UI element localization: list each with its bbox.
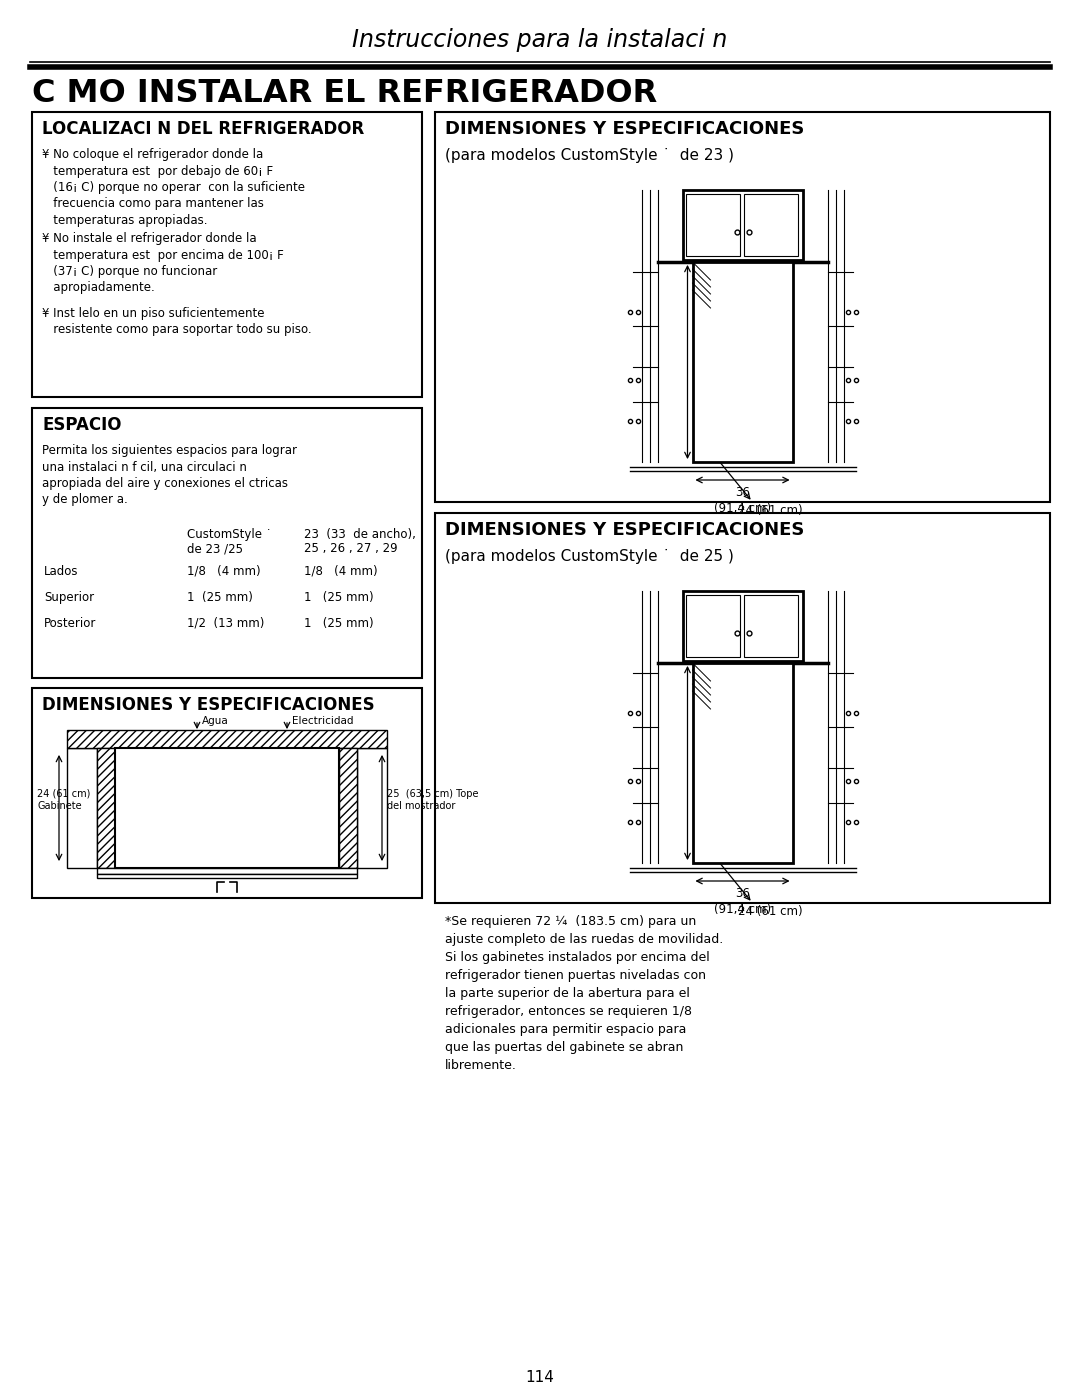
Text: 1   (25 mm): 1 (25 mm) bbox=[303, 617, 374, 630]
Bar bbox=[97, 747, 114, 868]
Bar bbox=[686, 595, 740, 657]
Text: Superior: Superior bbox=[44, 591, 94, 604]
Bar bbox=[743, 194, 797, 256]
Bar bbox=[683, 190, 802, 260]
Text: (para modelos CustomStyle ˙  de 23 ): (para modelos CustomStyle ˙ de 23 ) bbox=[445, 148, 734, 163]
Text: DIMENSIONES Y ESPECIFICACIONES: DIMENSIONES Y ESPECIFICACIONES bbox=[445, 521, 805, 539]
Text: 1   (25 mm): 1 (25 mm) bbox=[303, 591, 374, 604]
Text: *Se requieren 72 ¼  (183.5 cm) para un
ajuste completo de las ruedas de movilida: *Se requieren 72 ¼ (183.5 cm) para un aj… bbox=[445, 915, 724, 1071]
Bar bbox=[692, 664, 793, 863]
Text: Instrucciones para la instalaci n: Instrucciones para la instalaci n bbox=[352, 28, 728, 52]
Bar bbox=[435, 513, 1050, 902]
Text: 1/8   (4 mm): 1/8 (4 mm) bbox=[187, 564, 260, 578]
Text: de 23 /25: de 23 /25 bbox=[187, 542, 243, 555]
Bar bbox=[32, 408, 422, 678]
Bar bbox=[692, 263, 793, 462]
Text: Posterior: Posterior bbox=[44, 617, 96, 630]
Text: ¥ No coloque el refrigerador donde la
   temperatura est  por debajo de 60¡ F
  : ¥ No coloque el refrigerador donde la te… bbox=[42, 148, 305, 226]
Bar bbox=[357, 747, 387, 868]
Text: Lados: Lados bbox=[44, 564, 79, 578]
Text: 24 (61 cm): 24 (61 cm) bbox=[738, 905, 802, 918]
Text: Electricidad: Electricidad bbox=[292, 717, 353, 726]
Bar bbox=[97, 868, 357, 875]
Bar bbox=[339, 747, 357, 868]
Text: Permita los siguientes espacios para lograr
una instalaci n f cil, una circulaci: Permita los siguientes espacios para log… bbox=[42, 444, 297, 507]
Text: 36
(91,4 cm): 36 (91,4 cm) bbox=[714, 486, 771, 515]
Text: 1/8   (4 mm): 1/8 (4 mm) bbox=[303, 564, 378, 578]
Text: 1  (25 mm): 1 (25 mm) bbox=[187, 591, 253, 604]
Text: 24 (61 cm)
Gabinete: 24 (61 cm) Gabinete bbox=[37, 789, 91, 812]
Bar bbox=[743, 595, 797, 657]
Text: Agua: Agua bbox=[202, 717, 229, 726]
Bar bbox=[67, 747, 97, 868]
Bar bbox=[97, 875, 357, 877]
Text: DIMENSIONES Y ESPECIFICACIONES: DIMENSIONES Y ESPECIFICACIONES bbox=[42, 696, 375, 714]
Bar bbox=[435, 112, 1050, 502]
Bar bbox=[683, 591, 802, 661]
Text: 25  (63,5 cm) Tope
del mostrador: 25 (63,5 cm) Tope del mostrador bbox=[387, 789, 478, 812]
Text: 114: 114 bbox=[526, 1370, 554, 1384]
Text: 24 (61 cm): 24 (61 cm) bbox=[738, 504, 802, 517]
Text: 25 , 26 , 27 , 29: 25 , 26 , 27 , 29 bbox=[303, 542, 397, 555]
Bar bbox=[32, 112, 422, 397]
Text: ← 3/4  (19 mm) de espacio
  libre  (1/2[13 mm] de
  separaci n + 1/4[6 mm]
  de : ← 3/4 (19 mm) de espacio libre (1/2[13 m… bbox=[123, 756, 251, 799]
Text: 70¼ (178,4 cm): 70¼ (178,4 cm) bbox=[691, 332, 786, 345]
Text: ESPACIO: ESPACIO bbox=[42, 416, 121, 434]
Bar bbox=[67, 731, 387, 747]
Bar bbox=[686, 194, 740, 256]
Text: 36
(91,4 cm): 36 (91,4 cm) bbox=[714, 887, 771, 916]
Text: LOCALIZACI N DEL REFRIGERADOR: LOCALIZACI N DEL REFRIGERADOR bbox=[42, 120, 364, 138]
Text: 72¼ (183,5 cm)*: 72¼ (183,5 cm)* bbox=[691, 733, 792, 746]
Text: ¥ Inst lelo en un piso suficientemente
   resistente como para soportar todo su : ¥ Inst lelo en un piso suficientemente r… bbox=[42, 307, 312, 337]
Text: DIMENSIONES Y ESPECIFICACIONES: DIMENSIONES Y ESPECIFICACIONES bbox=[445, 120, 805, 138]
Text: CustomStyle ˙: CustomStyle ˙ bbox=[187, 528, 272, 541]
Text: C MO INSTALAR EL REFRIGERADOR: C MO INSTALAR EL REFRIGERADOR bbox=[32, 78, 658, 109]
Text: 23  (33  de ancho),: 23 (33 de ancho), bbox=[303, 528, 416, 541]
Text: 1/2  (13 mm): 1/2 (13 mm) bbox=[187, 617, 265, 630]
Bar bbox=[32, 687, 422, 898]
Text: ¥ No instale el refrigerador donde la
   temperatura est  por encima de 100¡ F
 : ¥ No instale el refrigerador donde la te… bbox=[42, 232, 284, 295]
Bar bbox=[114, 747, 339, 868]
Text: (para modelos CustomStyle ˙  de 25 ): (para modelos CustomStyle ˙ de 25 ) bbox=[445, 549, 734, 564]
